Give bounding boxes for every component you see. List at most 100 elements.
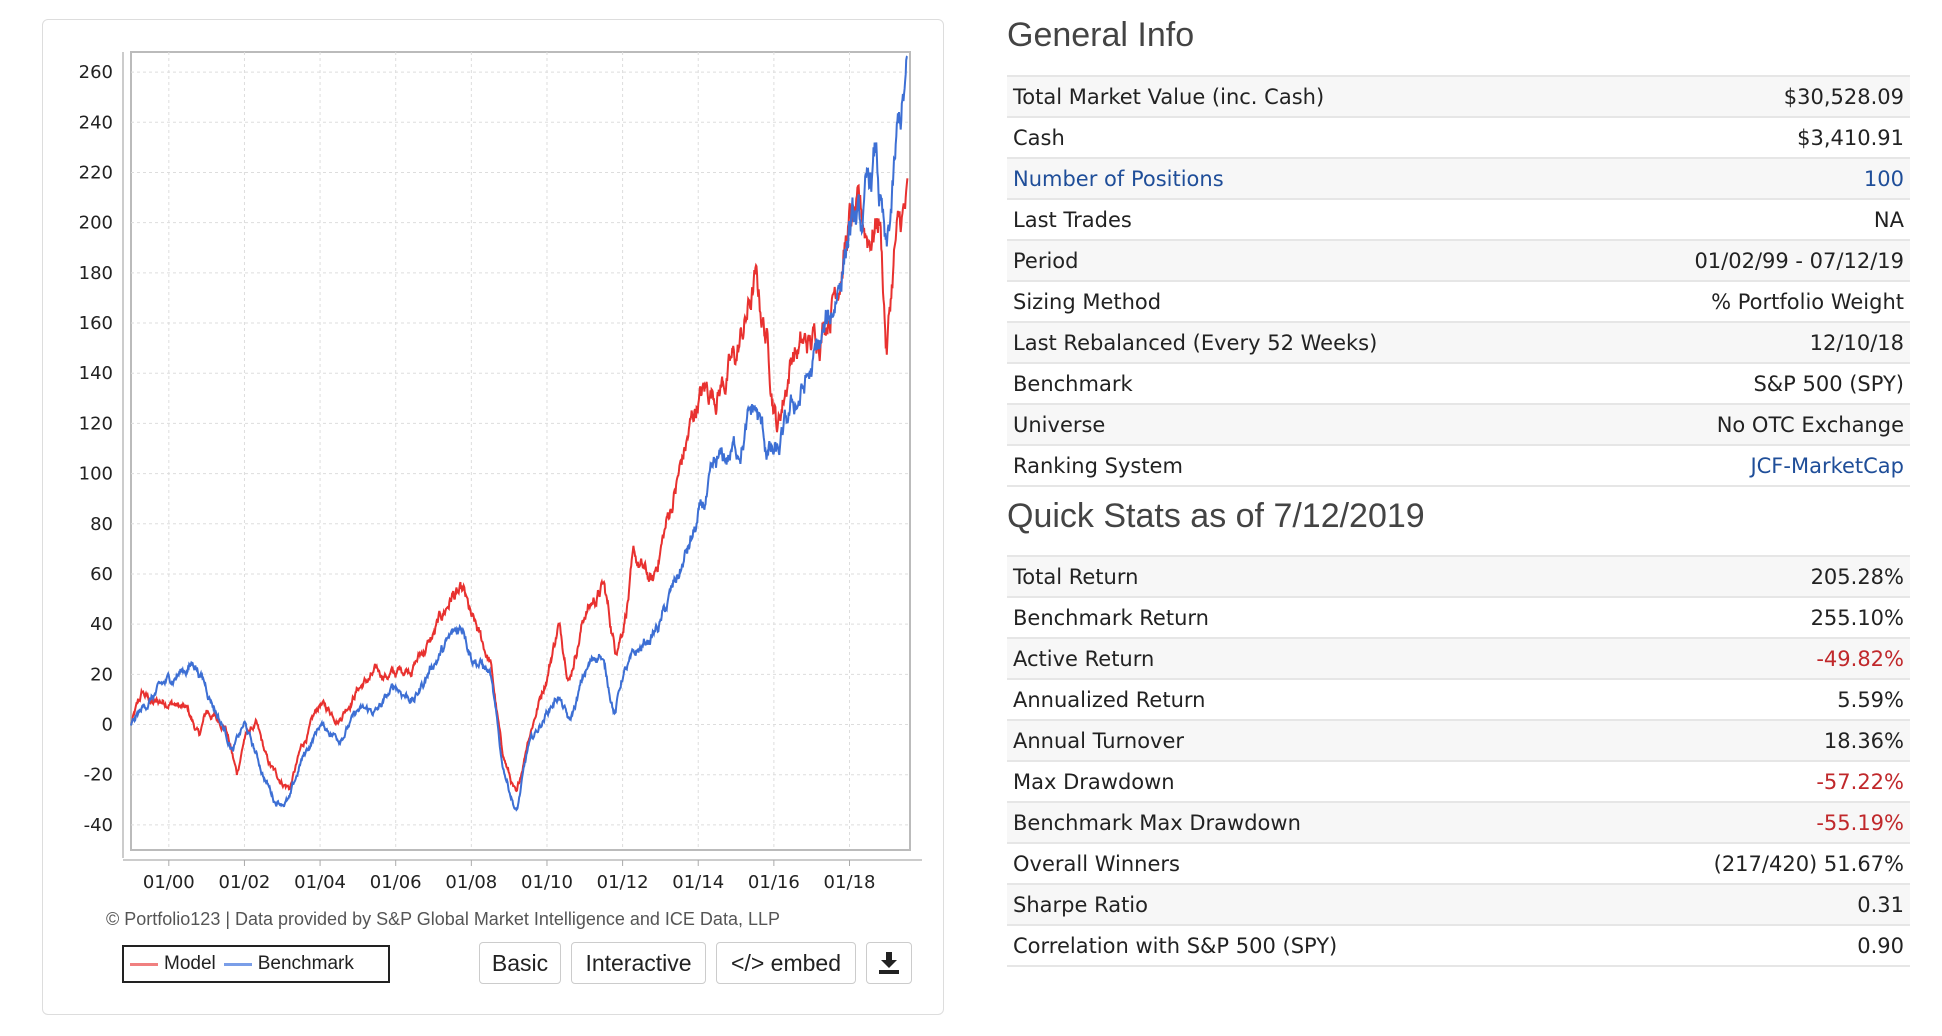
y-tick-label: 140 [79, 363, 113, 384]
benchmark-swatch [223, 962, 252, 966]
x-tick-label: 01/10 [521, 872, 573, 893]
table-row: Last Trades NA [1007, 198, 1910, 240]
quick-stats-title: Quick Stats as of 7/12/2019 [1007, 497, 1425, 535]
x-tick-label: 01/16 [748, 872, 800, 893]
y-tick-label: 100 [79, 464, 113, 485]
row-value: % Portfolio Weight [1575, 280, 1910, 322]
y-tick-label: 20 [90, 664, 113, 685]
y-tick-label: 200 [79, 213, 113, 234]
row-label: Annual Turnover [1007, 719, 1571, 761]
table-row: Period 01/02/99 - 07/12/19 [1007, 239, 1910, 281]
row-label: Correlation with S&P 500 (SPY) [1007, 924, 1571, 967]
row-value: 01/02/99 - 07/12/19 [1575, 239, 1910, 281]
table-row: Sharpe Ratio 0.31 [1007, 883, 1910, 925]
row-label: Sharpe Ratio [1007, 883, 1571, 925]
row-value: 205.28% [1570, 555, 1910, 597]
y-tick-label: 120 [79, 413, 113, 434]
row-label: Sizing Method [1007, 280, 1576, 322]
row-value: 0.90 [1570, 924, 1910, 967]
x-tick-label: 01/06 [370, 872, 422, 893]
model-swatch [130, 962, 158, 966]
table-row: Ranking System JCF-MarketCap [1007, 444, 1910, 487]
table-row: Benchmark Return 255.10% [1007, 596, 1910, 638]
y-tick-label: 160 [79, 313, 113, 334]
interactive-button[interactable]: Interactive [571, 942, 706, 984]
legend-model[interactable]: Model [130, 953, 216, 975]
y-tick-label: 240 [79, 112, 113, 133]
table-row: Number of Positions 100 [1007, 157, 1910, 199]
chart-panel [42, 19, 944, 1015]
row-label: Max Drawdown [1007, 760, 1571, 802]
table-row: Sizing Method% Portfolio Weight [1007, 280, 1910, 322]
row-value: -49.82% [1570, 637, 1910, 679]
row-value: No OTC Exchange [1575, 403, 1910, 445]
data-credit: © Portfolio123 | Data provided by S&P Gl… [106, 909, 780, 929]
row-value: 255.10% [1570, 596, 1910, 638]
row-value: $30,528.09 [1575, 75, 1910, 117]
series-line-model [130, 178, 909, 793]
y-tick-label: 0 [102, 715, 113, 736]
row-value: NA [1575, 198, 1910, 240]
table-row: Correlation with S&P 500 (SPY) 0.90 [1007, 924, 1910, 967]
row-value: 5.59% [1570, 678, 1910, 720]
quick-stats-table: Total Return 205.28% Benchmark Return 255.1… [1007, 555, 1910, 967]
legend-benchmark-label: Benchmark [257, 953, 354, 974]
y-tick-label: 260 [79, 62, 113, 83]
performance-chart: 260240220200180160140120100806040200-20-… [79, 51, 922, 893]
row-label[interactable]: Number of Positions [1007, 157, 1576, 199]
row-value: 18.36% [1570, 719, 1910, 761]
table-row: Cash $3,410.91 [1007, 116, 1910, 158]
row-value[interactable]: JCF-MarketCap [1575, 444, 1910, 487]
embed-button[interactable]: </> embed [716, 942, 856, 984]
table-row: Max Drawdown -57.22% [1007, 760, 1910, 802]
table-row: Active Return -49.82% [1007, 637, 1910, 679]
row-label: Ranking System [1007, 444, 1576, 487]
x-tick-label: 01/12 [597, 872, 649, 893]
general-info-title: General Info [1007, 16, 1195, 54]
download-button[interactable] [866, 942, 912, 984]
row-label: Period [1007, 239, 1576, 281]
download-icon [879, 952, 899, 974]
table-row: Universe No OTC Exchange [1007, 403, 1910, 445]
row-label: Benchmark Return [1007, 596, 1571, 638]
y-tick-label: 40 [90, 614, 113, 635]
row-value: (217/420) 51.67% [1570, 842, 1910, 884]
y-tick-label: 180 [79, 263, 113, 284]
x-tick-label: 01/18 [824, 872, 876, 893]
x-tick-label: 01/14 [672, 872, 724, 893]
basic-button[interactable]: Basic [479, 942, 561, 984]
row-value: S&P 500 (SPY) [1575, 362, 1910, 404]
table-row: Annualized Return 5.59% [1007, 678, 1910, 720]
chart-legend: Model Benchmark [122, 945, 390, 983]
general-info-table: Total Market Value (inc. Cash) $30,528.09… [1007, 75, 1910, 487]
row-value: 12/10/18 [1575, 321, 1910, 363]
row-value: -57.22% [1570, 760, 1910, 802]
table-row: Benchmark Max Drawdown -55.19% [1007, 801, 1910, 843]
row-label: Benchmark [1007, 362, 1576, 404]
row-label: Total Return [1007, 555, 1571, 597]
row-label: Benchmark Max Drawdown [1007, 801, 1571, 843]
x-tick-label: 01/00 [143, 872, 195, 893]
legend-model-label: Model [164, 953, 216, 974]
series-line-benchmark [130, 55, 908, 812]
row-value: -55.19% [1570, 801, 1910, 843]
row-label: Annualized Return [1007, 678, 1571, 720]
x-tick-label: 01/08 [445, 872, 497, 893]
y-tick-label: 60 [90, 564, 113, 585]
legend-benchmark[interactable]: Benchmark [223, 953, 354, 975]
row-value[interactable]: 100 [1575, 157, 1910, 199]
table-row: Benchmark S&P 500 (SPY) [1007, 362, 1910, 404]
table-row: Total Return 205.28% [1007, 555, 1910, 597]
y-tick-label: -40 [84, 815, 113, 836]
x-tick-label: 01/04 [294, 872, 346, 893]
table-row: Last Rebalanced (Every 52 Weeks) 12/10/18 [1007, 321, 1910, 363]
row-value: $3,410.91 [1575, 116, 1910, 158]
row-label: Overall Winners [1007, 842, 1571, 884]
y-tick-label: 80 [90, 514, 113, 535]
table-row: Overall Winners (217/420) 51.67% [1007, 842, 1910, 884]
row-label: Universe [1007, 403, 1576, 445]
row-value: 0.31 [1570, 883, 1910, 925]
table-row: Total Market Value (inc. Cash) $30,528.09 [1007, 75, 1910, 117]
row-label: Total Market Value (inc. Cash) [1007, 75, 1576, 117]
table-row: Annual Turnover 18.36% [1007, 719, 1910, 761]
